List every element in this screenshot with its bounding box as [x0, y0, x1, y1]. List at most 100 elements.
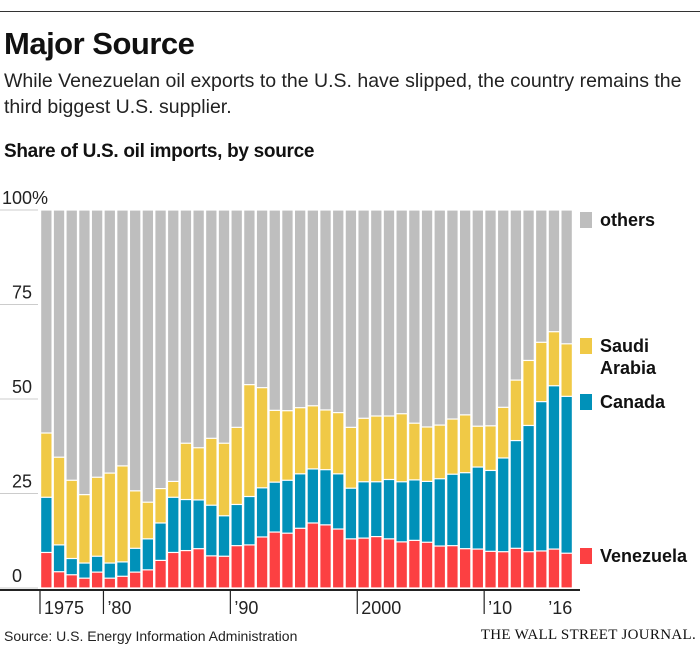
- bar-venezuela-2016: [561, 553, 572, 588]
- bar-saudi-arabia-2002: [383, 416, 395, 479]
- bar-venezuela-2013: [523, 552, 534, 588]
- legend-label: others: [600, 210, 655, 230]
- bar-others-1994: [282, 210, 293, 411]
- bar-canada-1986: [180, 500, 192, 550]
- bar-venezuela-1981: [117, 576, 128, 588]
- bar-venezuela-1993: [269, 532, 280, 588]
- bar-canada-2002: [383, 480, 395, 539]
- bar-venezuela-1994: [282, 533, 293, 588]
- bar-saudi-arabia-2006: [434, 425, 445, 479]
- bar-saudi-arabia-1999: [345, 427, 357, 488]
- bar-saudi-arabia-2005: [421, 427, 433, 481]
- bar-saudi-arabia-1995: [295, 408, 306, 474]
- legend-label: Canada: [600, 392, 666, 412]
- bar-canada-1994: [282, 480, 293, 533]
- bar-saudi-arabia-2012: [510, 380, 522, 440]
- bar-venezuela-1984: [155, 561, 166, 588]
- bar-others-2013: [523, 210, 534, 360]
- bar-venezuela-2004: [409, 540, 420, 588]
- bar-saudi-arabia-1980: [104, 473, 115, 563]
- bar-saudi-arabia-1992: [256, 388, 268, 488]
- bar-saudi-arabia-1993: [269, 410, 280, 482]
- bar-canada-1984: [155, 523, 166, 560]
- bar-saudi-arabia-1990: [231, 427, 242, 504]
- bar-others-1978: [79, 210, 90, 495]
- bar-canada-1980: [104, 563, 115, 578]
- y-tick-label: 50: [12, 377, 32, 397]
- bar-saudi-arabia-2004: [409, 423, 420, 480]
- publisher-logo: THE WALL STREET JOURNAL.: [480, 627, 696, 643]
- x-tick-label: ’80: [107, 598, 131, 618]
- bar-others-1985: [168, 210, 179, 481]
- bar-canada-2010: [485, 471, 496, 551]
- bar-saudi-arabia-1987: [193, 448, 204, 500]
- bar-canada-2013: [523, 426, 534, 552]
- legend-label: Venezuela: [600, 546, 688, 566]
- y-tick-label: 0: [12, 566, 22, 586]
- bar-saudi-arabia-2003: [396, 414, 407, 482]
- bar-others-1993: [269, 210, 280, 410]
- bar-saudi-arabia-1981: [117, 466, 128, 562]
- bar-canada-1995: [295, 474, 306, 528]
- x-tick-label: ’90: [234, 598, 258, 618]
- bar-venezuela-1985: [168, 553, 179, 588]
- bar-others-1995: [295, 210, 306, 408]
- bar-venezuela-1998: [333, 529, 344, 588]
- bar-saudi-arabia-1978: [79, 495, 90, 563]
- bar-venezuela-1991: [244, 545, 255, 588]
- bar-venezuela-1983: [142, 570, 154, 588]
- bar-others-2016: [561, 210, 572, 344]
- bar-canada-2003: [396, 482, 407, 542]
- bar-others-1984: [155, 210, 166, 488]
- bar-canada-1989: [218, 516, 230, 556]
- bar-venezuela-2002: [383, 539, 395, 588]
- bar-canada-1988: [206, 505, 217, 556]
- bar-venezuela-2007: [447, 546, 458, 588]
- bar-venezuela-1997: [320, 525, 331, 588]
- y-tick-label: 75: [12, 283, 32, 303]
- bar-canada-2015: [548, 386, 560, 549]
- bar-saudi-arabia-2011: [498, 407, 509, 458]
- bar-canada-1978: [79, 563, 90, 578]
- legend-label: Saudi: [600, 336, 649, 356]
- bar-canada-1977: [66, 559, 77, 575]
- bar-others-1996: [307, 210, 318, 406]
- bar-saudi-arabia-1975: [41, 433, 52, 497]
- bar-saudi-arabia-1994: [282, 411, 293, 480]
- bar-others-2002: [383, 210, 395, 416]
- bar-venezuela-2012: [510, 548, 522, 588]
- bar-canada-2000: [358, 482, 369, 538]
- bar-others-2006: [434, 210, 445, 425]
- bar-others-2000: [358, 210, 369, 418]
- x-tick-label: ’10: [488, 598, 512, 618]
- bar-others-1980: [104, 210, 115, 473]
- bar-others-1990: [231, 210, 242, 427]
- bar-venezuela-2014: [536, 551, 547, 588]
- bar-canada-1992: [256, 488, 268, 537]
- bar-saudi-arabia-1979: [91, 477, 103, 556]
- bar-canada-1987: [193, 500, 204, 549]
- bar-venezuela-1976: [53, 572, 65, 588]
- legend-swatch-others: [580, 212, 592, 228]
- bar-saudi-arabia-2007: [447, 419, 458, 474]
- bar-venezuela-1975: [41, 553, 52, 588]
- bar-saudi-arabia-1991: [244, 385, 255, 496]
- bar-venezuela-2001: [371, 537, 382, 588]
- legend-label: Arabia: [600, 358, 657, 378]
- bar-others-2005: [421, 210, 433, 427]
- bar-saudi-arabia-2001: [371, 416, 382, 482]
- bar-canada-2001: [371, 482, 382, 536]
- bar-venezuela-1987: [193, 549, 204, 588]
- bar-venezuela-1978: [79, 578, 90, 588]
- bar-venezuela-1986: [180, 551, 192, 588]
- bar-venezuela-1982: [130, 572, 141, 588]
- bar-others-1983: [142, 210, 154, 502]
- bar-canada-2004: [409, 480, 420, 540]
- bar-saudi-arabia-1985: [168, 482, 179, 497]
- bar-canada-2014: [536, 402, 547, 551]
- bar-saudi-arabia-2010: [485, 426, 496, 470]
- bar-others-1989: [218, 210, 230, 443]
- bar-canada-1991: [244, 497, 255, 545]
- bar-saudi-arabia-2016: [561, 344, 572, 396]
- bar-saudi-arabia-1986: [180, 443, 192, 499]
